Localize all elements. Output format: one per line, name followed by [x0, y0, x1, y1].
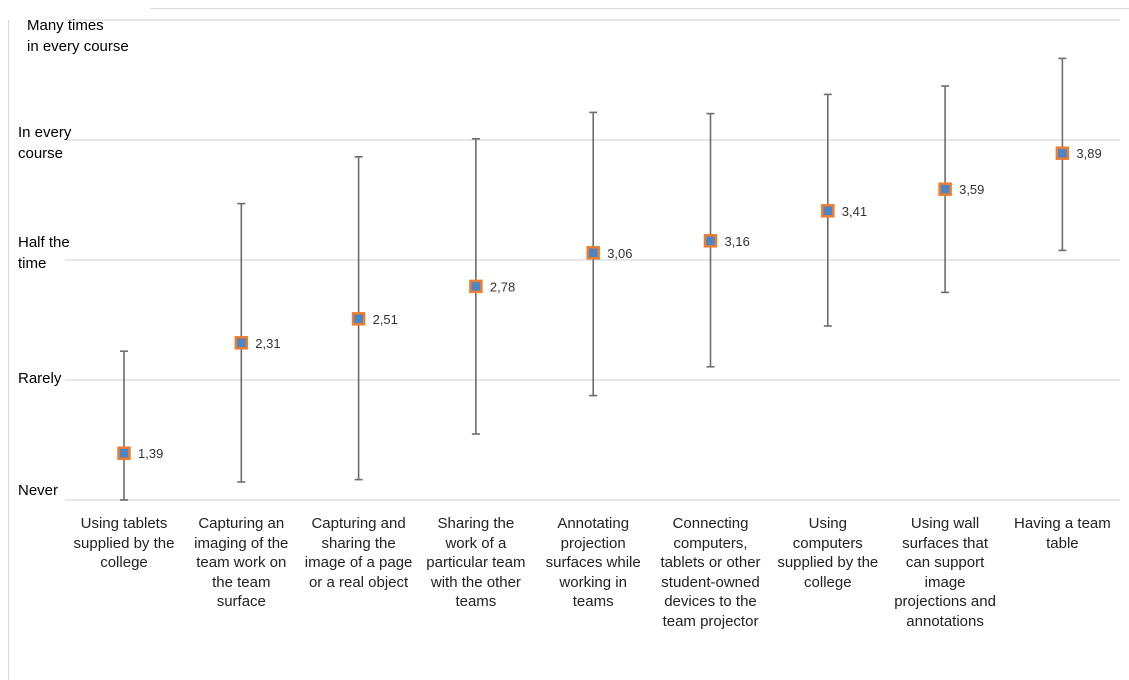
- y-tick-label-0: Never: [18, 482, 59, 499]
- data-label-0: 1,39: [138, 446, 163, 461]
- x-category-label-3: Sharing the work of a particular team wi…: [426, 515, 526, 610]
- data-point-0: [117, 446, 131, 460]
- y-tick-label-4: Many times in every course: [27, 17, 129, 55]
- data-label-8: 3,89: [1076, 146, 1101, 161]
- data-point-4: [586, 246, 600, 260]
- data-point-8: [1055, 146, 1070, 160]
- chart-frame-left: [8, 20, 9, 680]
- data-label-3: 2,78: [490, 279, 515, 294]
- x-category-label-0: Using tablets supplied by the college: [73, 515, 175, 571]
- x-category-label-6: Using computers supplied by the college: [777, 515, 879, 591]
- data-point-1: [234, 336, 249, 350]
- y-tick-label-1: Rarely: [18, 370, 62, 387]
- x-category-label-1: Capturing an imaging of the team work on…: [194, 515, 289, 610]
- data-label-6: 3,41: [842, 204, 867, 219]
- x-category-label-2: Capturing and sharing the image of a pag…: [304, 515, 413, 591]
- y-tick-label-3: In every course: [18, 124, 72, 162]
- data-point-5: [703, 234, 718, 248]
- data-label-4: 3,06: [607, 246, 632, 261]
- chart-frame-top: [150, 8, 1129, 9]
- data-point-6: [821, 204, 835, 218]
- x-category-label-5: Connecting computers, tablets or other s…: [660, 515, 761, 630]
- data-point-7: [938, 182, 952, 196]
- data-point-2: [351, 312, 366, 326]
- x-category-label-4: Annotating projection surfaces while wor…: [545, 515, 641, 610]
- x-category-label-7: Using wall surfaces that can support ima…: [894, 515, 996, 630]
- y-tick-label-2: Half the time: [18, 234, 70, 272]
- data-label-2: 2,51: [373, 312, 398, 327]
- data-point-3: [469, 279, 483, 294]
- data-label-5: 3,16: [725, 234, 750, 249]
- data-label-1: 2,31: [255, 336, 280, 351]
- data-label-7: 3,59: [959, 182, 984, 197]
- x-category-label-8: Having a team table: [1014, 515, 1111, 552]
